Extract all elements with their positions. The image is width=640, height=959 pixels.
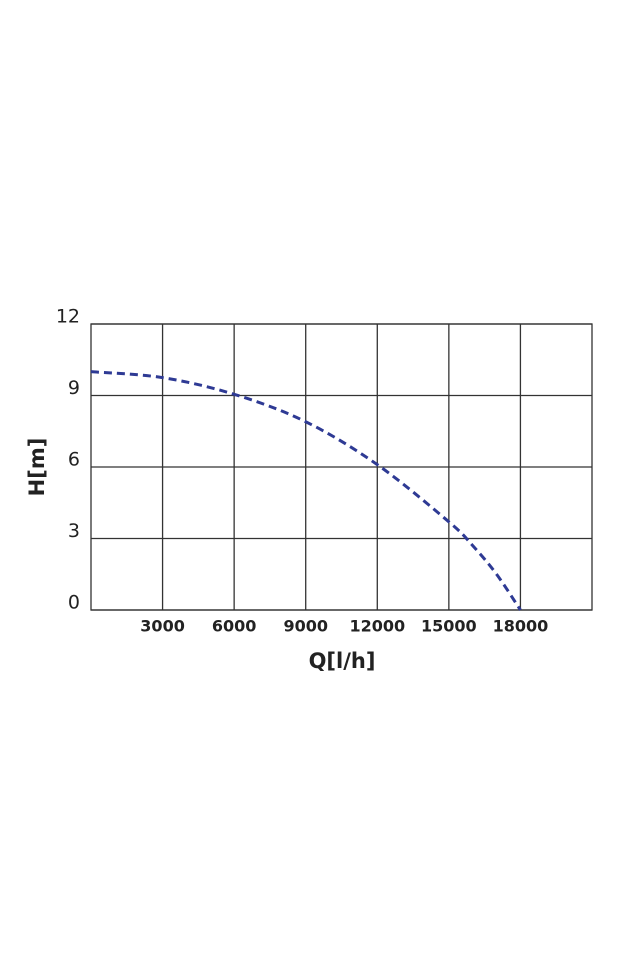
x-tick-label: 18000: [493, 617, 549, 636]
y-tick-label: 9: [68, 377, 80, 399]
x-tick-label: 12000: [349, 617, 405, 636]
y-tick-label: 0: [68, 592, 80, 614]
x-tick-label: 15000: [421, 617, 477, 636]
y-tick-label: 3: [68, 520, 80, 542]
x-tick-label: 3000: [140, 617, 185, 636]
x-tick-label: 6000: [212, 617, 257, 636]
y-tick-label: 6: [68, 449, 80, 471]
x-tick-label: 9000: [283, 617, 328, 636]
data-line: [90, 370, 522, 611]
y-axis-title: H[m]: [25, 438, 49, 497]
x-axis-title: Q[l/h]: [309, 649, 376, 673]
y-tick-label: 12: [56, 306, 80, 328]
